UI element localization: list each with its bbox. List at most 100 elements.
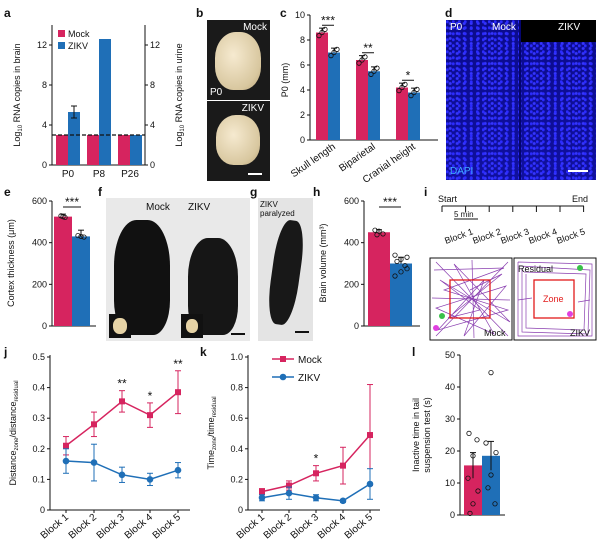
y-tick-label: 1.0 [230, 352, 243, 362]
y-tick-label: 4 [300, 85, 305, 95]
data-point [398, 269, 404, 275]
data-point [362, 54, 368, 60]
x-tick-label: P8 [93, 169, 106, 180]
end-dot [433, 325, 439, 331]
legend-zikv-label: ZIKV [68, 41, 88, 51]
x-tick-label: Block 2 [67, 512, 100, 542]
dapi-stain-label: DAPI [450, 166, 474, 177]
data-point [404, 254, 410, 260]
legend-zikv-marker [279, 373, 287, 381]
data-point [485, 485, 491, 491]
data-point [371, 68, 377, 74]
block-label: Block 3 [499, 226, 530, 245]
data-point [368, 71, 374, 77]
panel-letter-b: b [196, 6, 204, 20]
ylabel-left: Log10 RNA copies in brain [12, 43, 24, 146]
panel-letter-a: a [4, 6, 11, 20]
timeline-end: End [572, 194, 588, 204]
brain-label-zikv: ZIKV [241, 103, 264, 114]
y-tick-label: 10 [445, 478, 455, 488]
data-point-mock [119, 398, 125, 405]
data-point [380, 231, 386, 237]
scale-bar [231, 333, 245, 335]
x-tick-label: Skull length [289, 141, 338, 180]
bar-mock [56, 135, 68, 165]
data-point-mock [340, 462, 346, 469]
sig-label: ** [363, 41, 373, 55]
legend-mock-marker [280, 356, 286, 362]
y-tick-label: 0.2 [230, 474, 243, 484]
scale-bar [248, 173, 262, 175]
bar-zikv [368, 71, 380, 140]
x-tick-label: Block 4 [316, 512, 349, 542]
y-tick-label: 50 [445, 350, 455, 360]
data-point [470, 453, 476, 459]
zone-label: Zone [543, 294, 564, 304]
data-point-mock [313, 470, 319, 477]
mouse-photo-paralyzed: ZIKV paralyzed [258, 198, 313, 341]
mouse-label-mock: Mock [146, 202, 170, 213]
x-tick-label: Block 1 [39, 512, 72, 542]
legend-mock-label: Mock [298, 355, 323, 366]
chart-l: 0 10 20 30 40 50 Inactive time in tailsuspens… [411, 350, 505, 520]
data-point [470, 501, 476, 507]
data-point [334, 46, 340, 52]
y-tick-label: 0 [354, 321, 359, 331]
panel-letter-j: j [4, 345, 8, 359]
sig-label: * [406, 68, 411, 82]
bar-mock [87, 135, 99, 165]
data-point [328, 53, 334, 59]
data-point [402, 81, 408, 87]
x-tick-label: Block 3 [289, 512, 322, 542]
data-point [322, 26, 328, 32]
bar-zikv [130, 135, 142, 165]
y-tick-label: 0.8 [230, 383, 243, 393]
y-tick-label: 0.5 [32, 352, 45, 362]
arena-zikv-label: ZIKV [570, 328, 590, 338]
x-tick-label: Block 5 [151, 512, 184, 542]
start-dot [577, 265, 583, 271]
data-point [474, 437, 480, 443]
data-point-zikv [62, 457, 70, 465]
bar-zikv [328, 52, 340, 140]
y-tick-label: 12 [150, 40, 160, 50]
start-dot [439, 313, 445, 319]
y-tick-label: 0.3 [32, 413, 45, 423]
y-tick-label: 200 [344, 279, 359, 289]
y-tick-label: 30 [445, 414, 455, 424]
x-tick-label: P0 [62, 169, 75, 180]
y-tick-label: 0 [300, 135, 305, 145]
brain-label-mock: Mock [243, 22, 267, 33]
panel-letter-d: d [445, 6, 453, 20]
data-point [81, 234, 87, 240]
y-tick-label: 0 [42, 160, 47, 170]
y-tick-label: 2 [300, 110, 305, 120]
track-zikv [517, 261, 593, 337]
ylabel-l: Inactive time in tailsuspension test (s) [411, 397, 432, 473]
data-point [488, 369, 494, 376]
bar-mock [464, 465, 482, 515]
data-point [359, 57, 365, 63]
sig-label: * [314, 452, 319, 466]
data-point [392, 252, 398, 258]
y-tick-label: 600 [344, 196, 359, 206]
paralyzed-label: ZIKV paralyzed [260, 200, 295, 218]
legend-mock-swatch [58, 30, 65, 37]
y-tick-label: 0.2 [32, 444, 45, 454]
data-point [414, 86, 420, 92]
bar-zikv [408, 92, 420, 140]
data-point [493, 450, 499, 456]
data-point-mock [63, 442, 69, 449]
y-tick-label: 6 [300, 60, 305, 70]
y-tick-label: 40 [445, 382, 455, 392]
ylabel-k: Timezone/timeresidual [206, 396, 218, 469]
legend-zikv-label: ZIKV [298, 373, 321, 384]
data-point [475, 488, 481, 494]
x-tick-label: Block 3 [95, 512, 128, 542]
ylabel-right: Log10 RNA copies in urine [174, 43, 186, 146]
bar-zikv [72, 236, 90, 326]
y-tick-label: 4 [42, 120, 47, 130]
